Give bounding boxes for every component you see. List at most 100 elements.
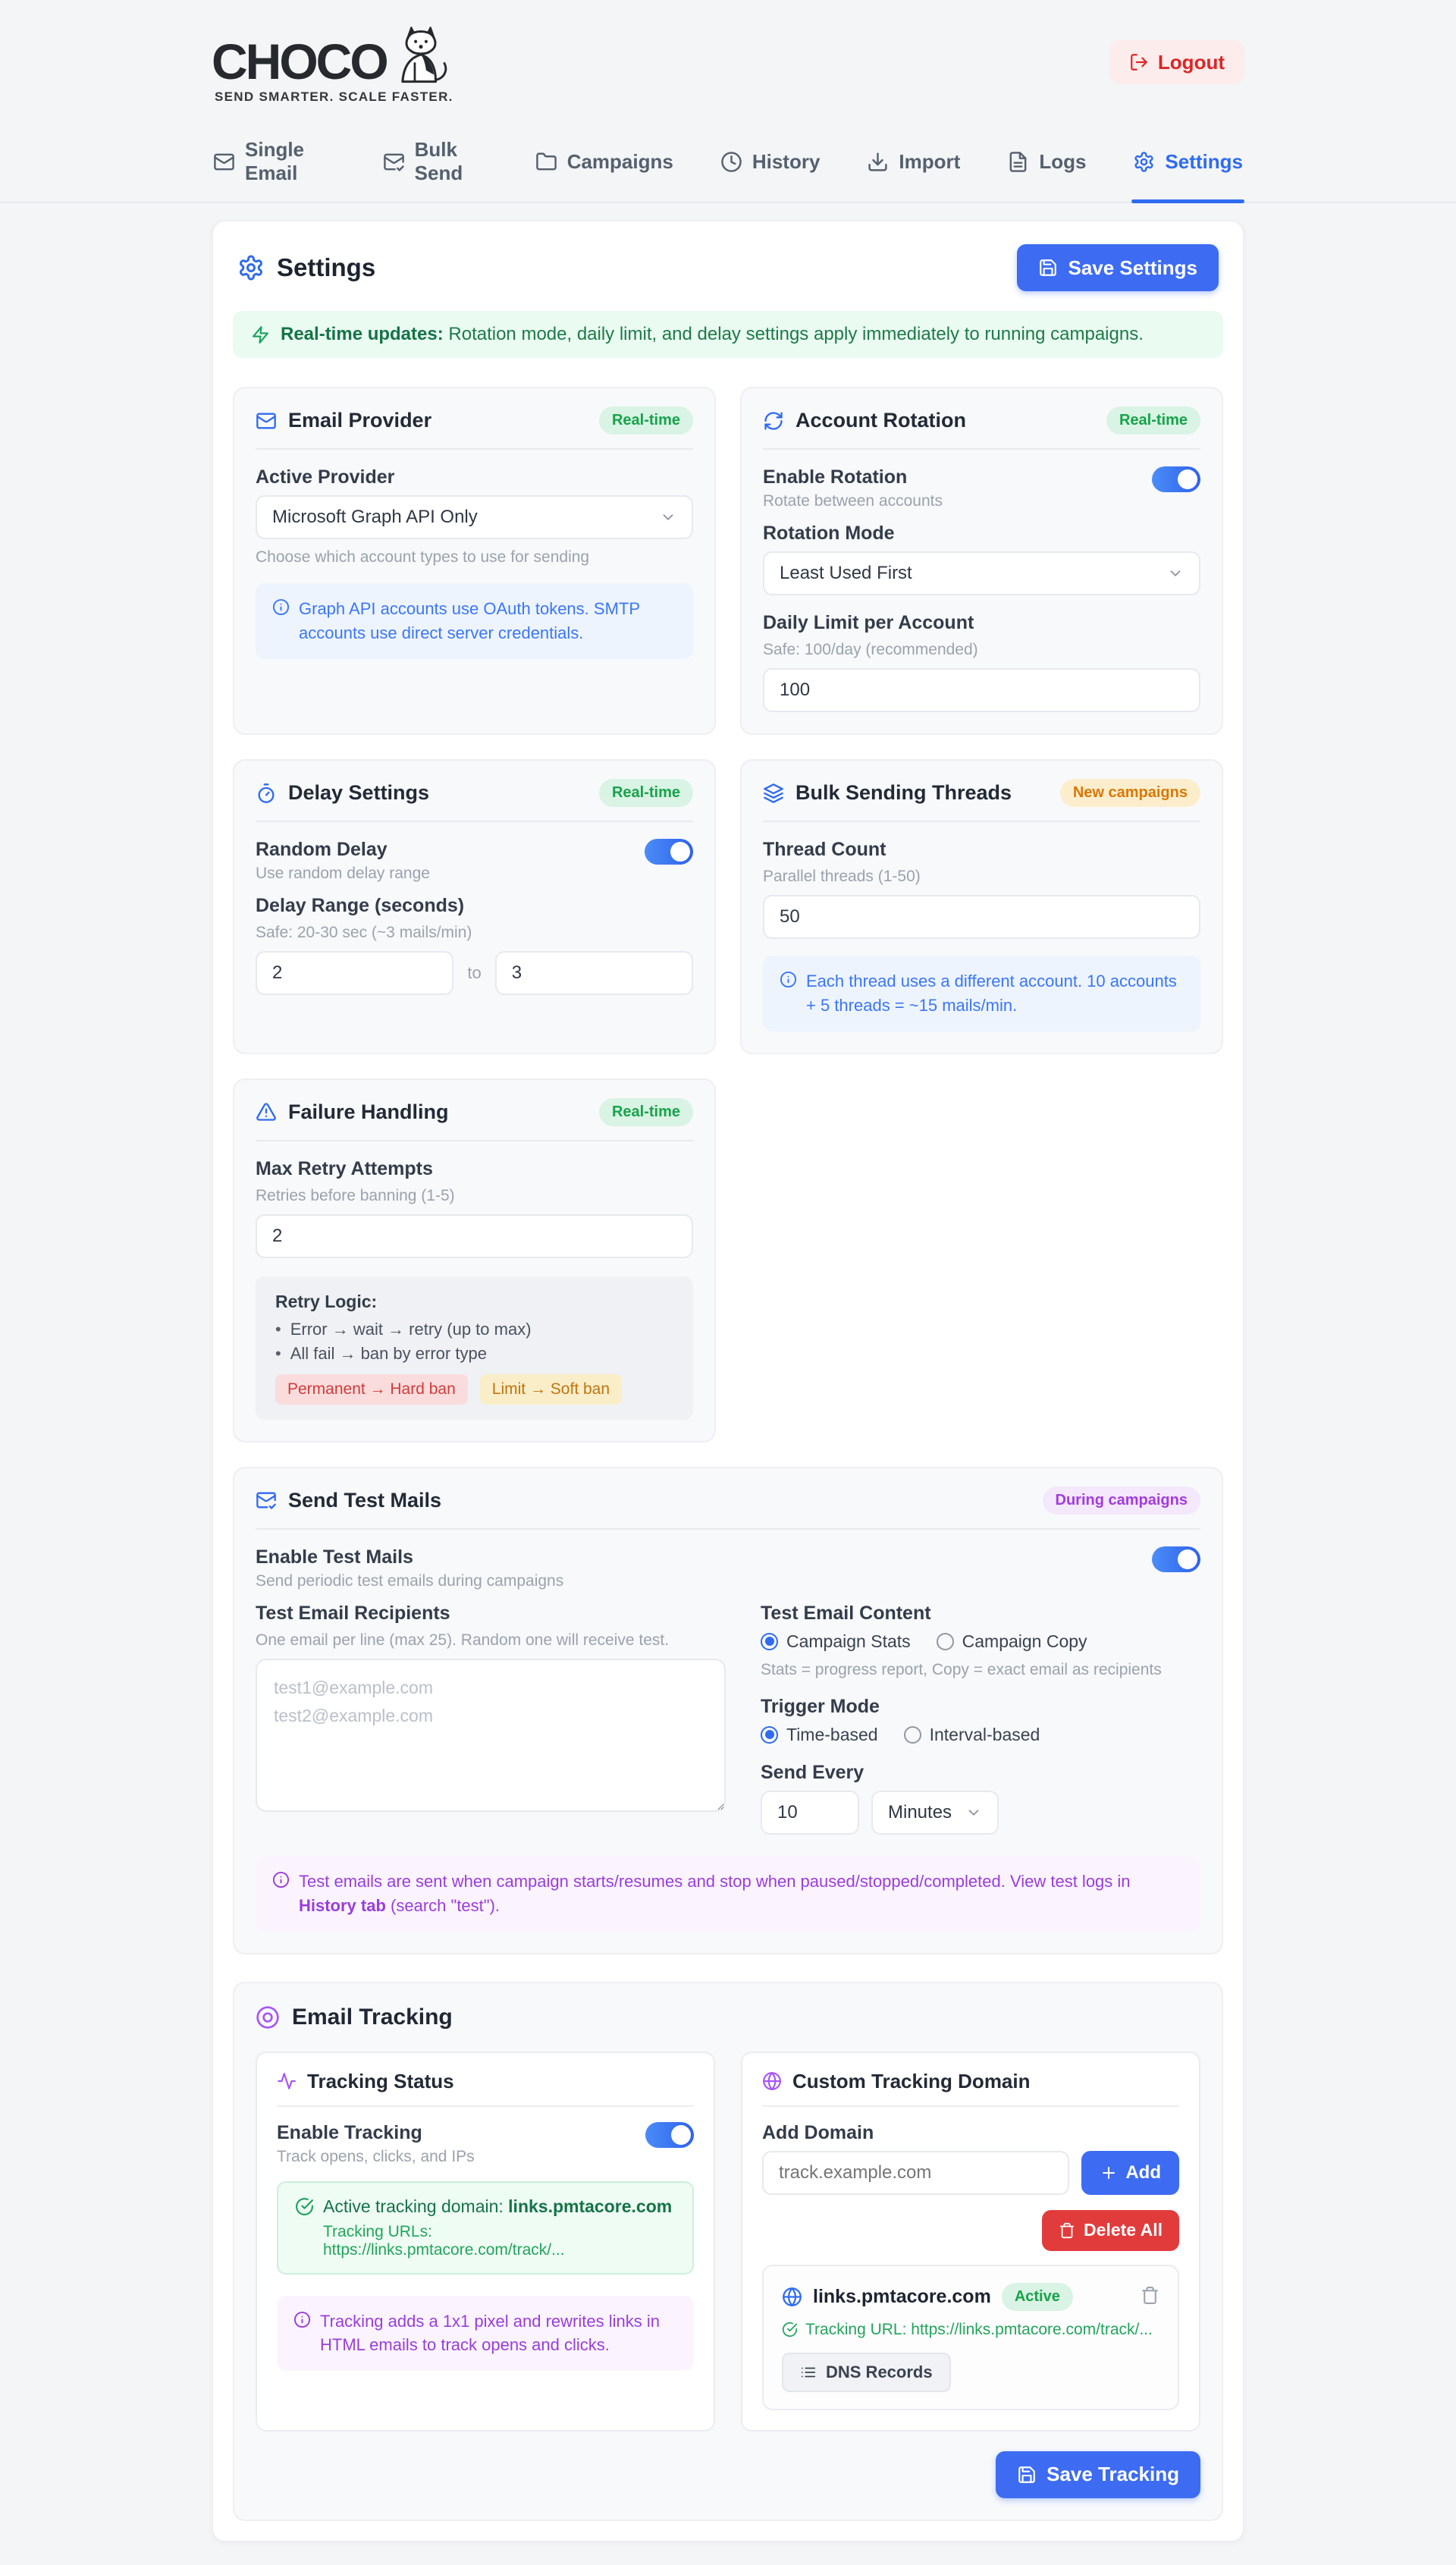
delete-domain-button[interactable] <box>1141 2286 1159 2307</box>
realtime-badge: Real-time <box>598 779 693 807</box>
enable-tracking-toggle[interactable] <box>645 2121 694 2148</box>
settings-gear-icon <box>1134 151 1154 172</box>
tracking-domain-item: links.pmtacore.com Active Tracking URL: … <box>762 2264 1179 2410</box>
info-icon <box>780 971 797 988</box>
tab-label: Single Email <box>245 138 305 184</box>
enable-test-mails-label: Enable Test Mails <box>256 1546 413 1568</box>
card-title: Failure Handling <box>288 1100 449 1123</box>
enable-rotation-sub: Rotate between accounts <box>763 492 943 510</box>
mail-check-icon <box>256 1492 276 1509</box>
tracking-pixel-note: Tracking adds a 1x1 pixel and rewrites l… <box>277 2295 694 2372</box>
random-delay-label: Random Delay <box>256 839 388 860</box>
zap-icon <box>253 325 268 344</box>
test-recipients-label: Test Email Recipients <box>256 1602 450 1624</box>
radio-selected-icon <box>761 1632 778 1650</box>
realtime-banner-text: Real-time updates: Rotation mode, daily … <box>281 324 1144 344</box>
tracking-status-card: Tracking Status Enable Tracking Track op… <box>256 2051 715 2432</box>
random-delay-sub: Use random delay range <box>256 865 430 882</box>
trash-icon <box>1142 2287 1158 2305</box>
interval-based-radio[interactable]: Interval-based <box>903 1725 1040 1745</box>
enable-test-mails-labels: Enable Test Mails Send periodic test ema… <box>256 1546 563 1590</box>
logout-button[interactable]: Logout <box>1109 40 1244 84</box>
retry-logic-bullet: All fail → ban by error type <box>275 1344 673 1364</box>
info-icon <box>293 2311 311 2328</box>
tab-import[interactable]: Import <box>865 124 962 202</box>
enable-tracking-labels: Enable Tracking Track opens, clicks, and… <box>277 2122 475 2166</box>
radio-icon <box>936 1632 954 1650</box>
rotation-mode-select[interactable]: Least Used First <box>763 551 1200 595</box>
globe-icon <box>763 2072 781 2090</box>
thread-count-input[interactable] <box>763 895 1200 939</box>
domain-name: links.pmtacore.com <box>813 2285 991 2307</box>
tab-label: Settings <box>1165 149 1243 173</box>
enable-test-mails-toggle[interactable] <box>1152 1546 1200 1572</box>
delay-max-input[interactable] <box>494 951 694 995</box>
add-domain-button[interactable]: Add <box>1081 2150 1179 2195</box>
card-title: Custom Tracking Domain <box>792 2069 1031 2092</box>
send-every-input[interactable] <box>761 1790 859 1835</box>
daily-limit-label: Daily Limit per Account <box>763 612 974 633</box>
dns-records-button[interactable]: DNS Records <box>782 2352 951 2392</box>
delete-all-label: Delete All <box>1084 2220 1163 2240</box>
domain-tracking-url: Tracking URL: https://links.pmtacore.com… <box>782 2321 1159 2339</box>
active-provider-select[interactable]: Microsoft Graph API Only <box>256 495 693 539</box>
realtime-badge: Real-time <box>598 407 693 435</box>
tab-logs[interactable]: Logs <box>1006 124 1087 202</box>
check-circle-icon <box>296 2197 313 2215</box>
tab-history[interactable]: History <box>719 124 822 202</box>
during-campaigns-badge: During campaigns <box>1042 1486 1200 1515</box>
daily-limit-input[interactable] <box>763 668 1200 712</box>
campaign-copy-radio[interactable]: Campaign Copy <box>936 1631 1087 1652</box>
delay-min-input[interactable] <box>256 951 454 995</box>
save-tracking-button[interactable]: Save Tracking <box>996 2450 1200 2498</box>
logout-icon <box>1131 54 1147 71</box>
chevron-down-icon <box>1170 570 1181 576</box>
new-campaigns-badge: New campaigns <box>1059 779 1200 807</box>
plus-icon <box>1103 2166 1116 2179</box>
email-tracking-section: Email Tracking Tracking Status Enable Tr… <box>233 1981 1223 2521</box>
campaign-stats-label: Campaign Stats <box>786 1631 911 1651</box>
history-icon <box>721 151 742 172</box>
check-circle-icon <box>782 2322 798 2337</box>
time-based-radio[interactable]: Time-based <box>761 1725 878 1745</box>
card-title: Account Rotation <box>795 409 966 432</box>
timer-icon <box>258 783 275 803</box>
delete-all-button[interactable]: Delete All <box>1042 2209 1179 2251</box>
tracking-pixel-note-text: Tracking adds a 1x1 pixel and rewrites l… <box>320 2311 660 2355</box>
info-icon <box>272 1871 290 1888</box>
tab-bulk-send[interactable]: Bulk Send <box>381 124 490 202</box>
active-domain-text: Active tracking domain: links.pmtacore.c… <box>323 2196 673 2216</box>
random-delay-labels: Random Delay Use random delay range <box>256 839 430 883</box>
tab-single-email[interactable]: Single Email <box>212 124 337 202</box>
radio-icon <box>903 1725 921 1744</box>
add-domain-input[interactable] <box>762 2150 1070 2195</box>
tab-campaigns[interactable]: Campaigns <box>534 124 675 202</box>
threads-info-text: Each thread uses a different account. 10… <box>806 972 1177 1015</box>
email-tracking-heading: Email Tracking <box>256 2005 1200 2030</box>
tab-label: Logs <box>1039 149 1087 173</box>
tab-settings[interactable]: Settings <box>1131 124 1244 203</box>
enable-rotation-toggle[interactable] <box>1152 466 1200 492</box>
enable-rotation-labels: Enable Rotation Rotate between accounts <box>763 466 943 510</box>
max-retry-sub: Retries before banning (1-5) <box>256 1186 455 1204</box>
realtime-badge: Real-time <box>1106 407 1200 435</box>
thread-count-label: Thread Count <box>763 839 886 860</box>
trigger-mode-label: Trigger Mode <box>761 1695 880 1717</box>
random-delay-toggle[interactable] <box>645 839 693 865</box>
save-settings-label: Save Settings <box>1068 256 1197 279</box>
test-recipients-textarea[interactable] <box>256 1658 726 1812</box>
settings-gear-icon <box>240 255 262 281</box>
header: CHOCO SEND SMARTER. SCALE FASTER. <box>212 0 1244 105</box>
to-label: to <box>467 963 482 982</box>
nav-tabs: Single Email Bulk Send Campaigns History… <box>0 124 1456 203</box>
tracking-urls-text: Tracking URLs: https://links.pmtacore.co… <box>323 2222 565 2259</box>
trash-icon <box>1059 2222 1075 2238</box>
campaign-stats-radio[interactable]: Campaign Stats <box>761 1631 911 1652</box>
send-every-unit-select[interactable]: Minutes <box>871 1790 999 1835</box>
retry-logic-title: Retry Logic: <box>275 1291 378 1311</box>
save-settings-button[interactable]: Save Settings <box>1017 244 1219 291</box>
mail-icon <box>214 153 234 170</box>
max-retry-input[interactable] <box>256 1213 693 1258</box>
send-test-mails-card: Send Test Mails During campaigns Enable … <box>233 1466 1223 1954</box>
